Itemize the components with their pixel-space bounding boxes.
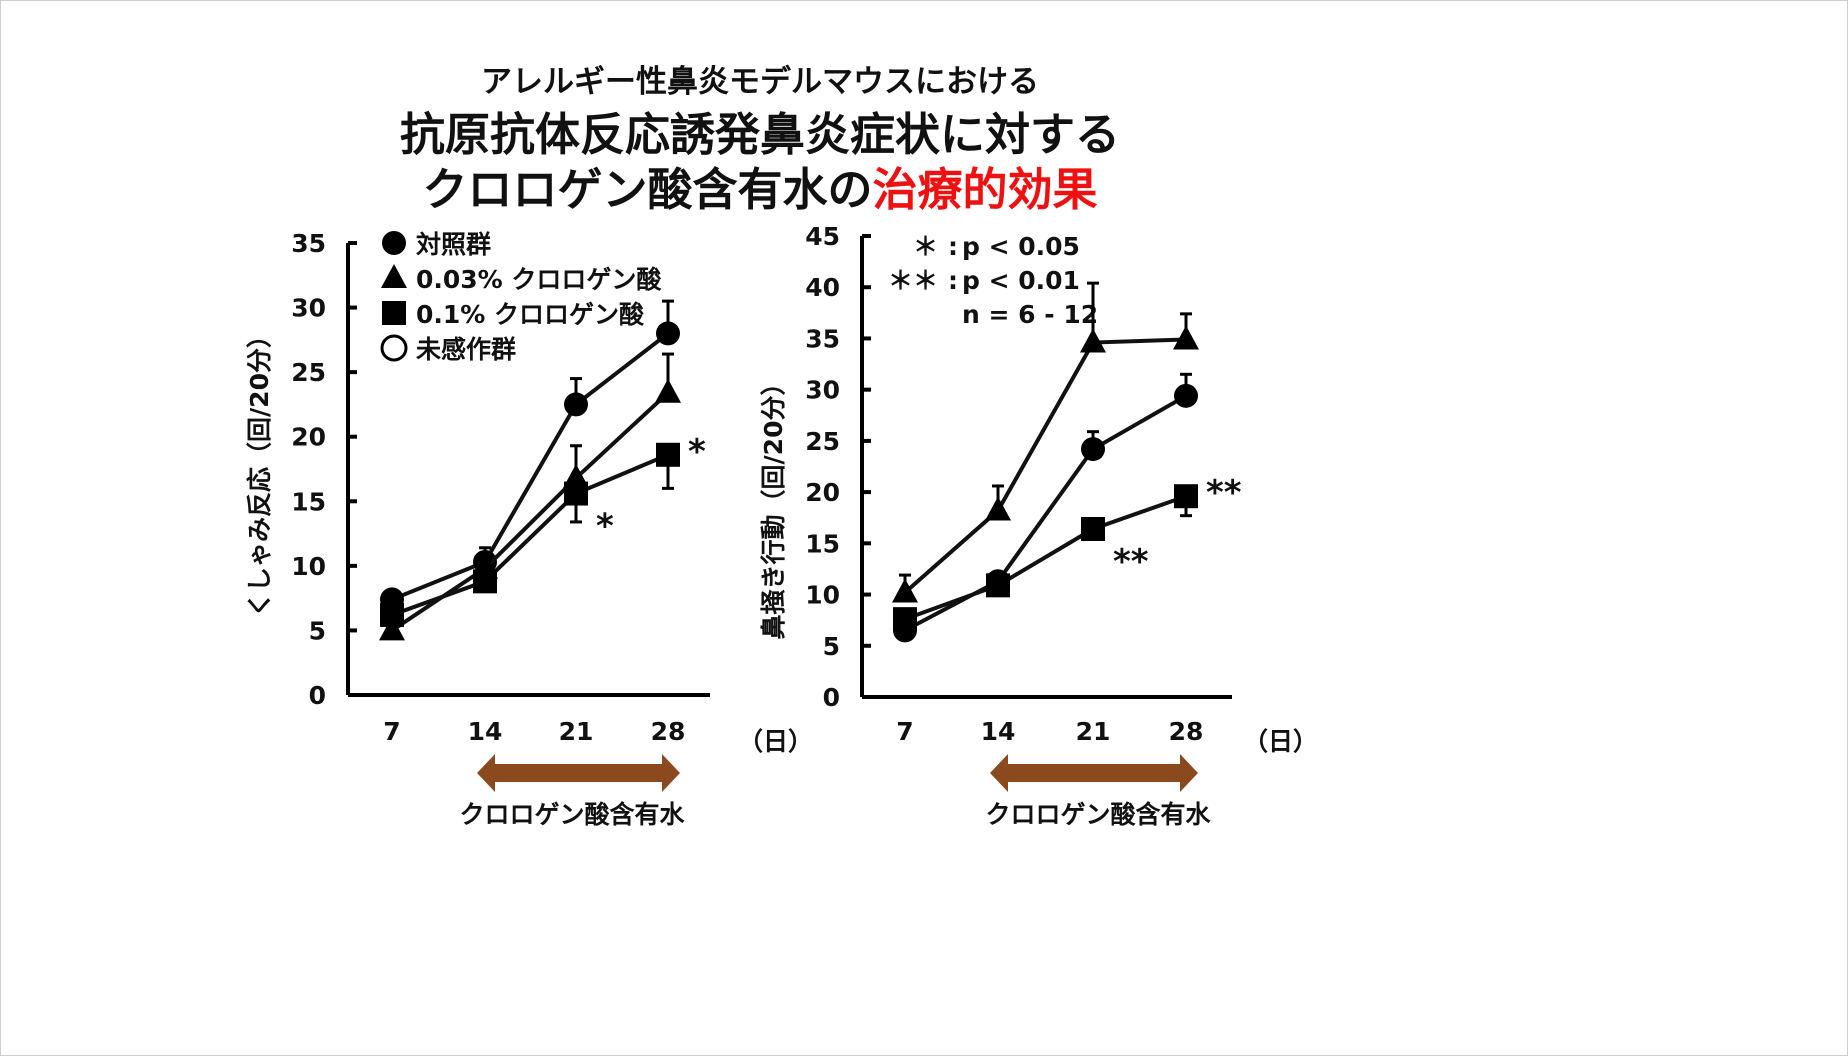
stats-mark: ＊＊ xyxy=(888,266,938,295)
series-line xyxy=(391,452,669,617)
data-point-triangle xyxy=(892,578,918,603)
stats-colon: : xyxy=(948,232,958,261)
y-tick-label: 20 xyxy=(291,423,326,452)
x-tick-label: 21 xyxy=(1076,717,1111,746)
legend-label: 0.03% クロロゲン酸 xyxy=(416,265,662,294)
x-unit-label: （日） xyxy=(738,727,813,756)
significance-mark: ** xyxy=(1206,473,1242,513)
legend-label: 0.1% クロロゲン酸 xyxy=(416,300,645,329)
data-point-triangle xyxy=(379,616,405,641)
y-tick-label: 15 xyxy=(291,487,326,516)
figure-panel xyxy=(228,45,1290,837)
title-line2: 抗原抗体反応誘発鼻炎症状に対する xyxy=(400,108,1120,161)
legend-label: 対照群 xyxy=(416,230,491,259)
data-point-triangle xyxy=(1080,328,1106,353)
data-point-square xyxy=(1081,516,1105,541)
data-point-square xyxy=(473,569,497,594)
y-tick-label: 35 xyxy=(805,324,840,353)
legend-marker-filled-square xyxy=(382,301,406,325)
y-tick-label: 25 xyxy=(805,427,840,456)
y-axis-label: 鼻掻き行動（回/20分） xyxy=(759,371,788,640)
title-line1: アレルギー性鼻炎モデルマウスにおける xyxy=(481,64,1039,100)
series-line xyxy=(904,494,1187,622)
legend-marker-filled-triangle xyxy=(381,264,407,288)
x-tick-label: 28 xyxy=(1169,717,1204,746)
data-point-triangle xyxy=(985,496,1011,521)
data-point-square xyxy=(986,573,1010,598)
y-tick-label: 15 xyxy=(805,529,840,558)
treatment-period-arrow xyxy=(477,754,680,792)
series-line xyxy=(391,331,670,602)
y-tick-label: 10 xyxy=(291,552,326,581)
x-tick-label: 28 xyxy=(651,717,686,746)
data-point-circle xyxy=(1174,383,1198,408)
significance-mark: ** xyxy=(1113,542,1149,582)
y-tick-label: 5 xyxy=(309,616,326,645)
title-line3-red: 治療的効果 xyxy=(873,163,1098,216)
significance-mark: * xyxy=(596,507,614,547)
stats-note: ＊: p < 0.05 ＊＊: p < 0.01 n = 6 - 12 xyxy=(888,232,1098,329)
stats-text: p < 0.01 xyxy=(962,266,1080,295)
y-tick-label: 0 xyxy=(309,681,326,710)
data-point-square xyxy=(380,602,404,627)
data-point-triangle xyxy=(655,378,681,403)
y-tick-label: 30 xyxy=(805,376,840,405)
y-tick-label: 10 xyxy=(805,581,840,610)
x-tick-label: 14 xyxy=(468,717,503,746)
data-point-triangle xyxy=(1173,325,1199,350)
stats-text: p < 0.05 xyxy=(962,232,1080,261)
data-point-circle xyxy=(564,392,588,417)
data-point-circle xyxy=(1081,437,1105,462)
title-line3: クロロゲン酸含有水の治療的効果 xyxy=(422,163,1097,216)
series-line xyxy=(904,394,1187,633)
y-tick-label: 5 xyxy=(823,632,840,661)
y-tick-label: 0 xyxy=(823,683,840,712)
y-tick-label: 35 xyxy=(291,229,326,258)
treatment-label: クロロゲン酸含有水 xyxy=(985,800,1211,829)
treatment-label: クロロゲン酸含有水 xyxy=(459,800,685,829)
chart-sneezing: 0 5 10 15 20 25 30 35 7 14 21 28 （日） くしゃみ反応（回/20分） * * ク… xyxy=(245,229,813,829)
x-tick-label: 7 xyxy=(896,717,913,746)
x-unit-label: （日） xyxy=(1243,727,1318,756)
x-tick-label: 14 xyxy=(981,717,1016,746)
legend-marker-open-circle xyxy=(380,334,408,362)
x-tick-label: 21 xyxy=(559,717,594,746)
y-axis-label: くしゃみ反応（回/20分） xyxy=(245,323,274,617)
significance-mark: * xyxy=(688,432,706,472)
data-point-square xyxy=(1174,484,1198,509)
data-point-circle xyxy=(656,321,680,346)
legend-label: 未感作群 xyxy=(416,335,516,364)
y-tick-label: 45 xyxy=(805,222,840,251)
data-point-square xyxy=(893,607,917,632)
y-tick-label: 20 xyxy=(805,478,840,507)
x-tick-label: 7 xyxy=(383,717,400,746)
stats-text: n = 6 - 12 xyxy=(962,300,1098,329)
y-tick-label: 30 xyxy=(291,294,326,323)
stats-mark: ＊ xyxy=(913,232,938,261)
treatment-period-arrow xyxy=(990,754,1198,792)
y-tick-label: 40 xyxy=(805,273,840,302)
y-tick-label: 25 xyxy=(291,358,326,387)
series-line xyxy=(903,337,1187,595)
title-line3-black: クロロゲン酸含有水の xyxy=(422,163,872,216)
chart-nose-scratching: 0 5 10 15 20 25 30 35 40 45 7 14 21 28 （日） 鼻掻き行動（回/20分）… xyxy=(759,222,1318,829)
data-point-square xyxy=(564,481,588,506)
legend-marker-filled-circle xyxy=(382,231,406,255)
stats-colon: : xyxy=(948,266,958,295)
data-point-square xyxy=(656,442,680,467)
